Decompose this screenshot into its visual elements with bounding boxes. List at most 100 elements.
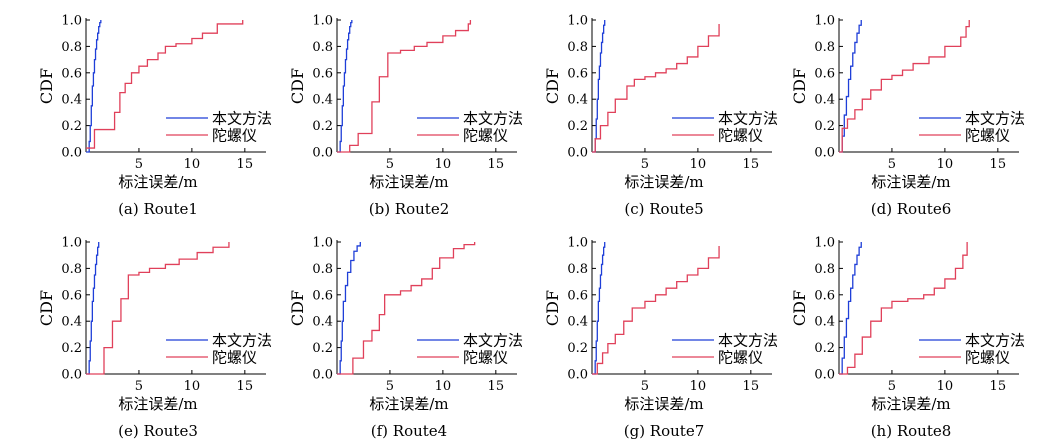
y-tick-label: 0.2: [567, 341, 588, 356]
legend-label-1: 本文方法: [212, 110, 272, 128]
cdf-line-method: [839, 242, 862, 375]
y-axis-label: CDF: [543, 290, 562, 326]
x-tick-label: 10: [435, 157, 452, 172]
y-tick-label: 0.0: [312, 146, 333, 161]
y-tick-label: 0.4: [61, 315, 82, 330]
y-axis-label: CDF: [37, 68, 56, 104]
panel-caption: (e) Route3: [118, 422, 198, 440]
y-tick-label: 0.2: [61, 119, 82, 134]
y-axis-label: CDF: [790, 290, 809, 326]
x-tick-label: 5: [641, 379, 649, 394]
x-tick-label: 15: [743, 157, 760, 172]
legend-label-1: 本文方法: [463, 110, 523, 128]
x-tick-label: 5: [641, 157, 649, 172]
y-tick-label: 0.6: [814, 66, 835, 81]
y-tick-label: 0.6: [61, 66, 82, 81]
y-tick-label: 0.4: [312, 93, 333, 108]
cdf-line-method: [592, 242, 606, 375]
y-tick-label: 0.0: [567, 368, 588, 383]
panel-caption: (h) Route8: [871, 422, 952, 440]
y-tick-label: 0.8: [312, 262, 333, 277]
cdf-line-method: [86, 20, 102, 153]
y-axis-label: CDF: [288, 68, 307, 104]
y-tick-label: 0.8: [567, 262, 588, 277]
y-tick-label: 0.6: [567, 288, 588, 303]
x-tick-label: 15: [743, 379, 760, 394]
y-tick-label: 1.0: [61, 14, 82, 29]
y-tick-label: 0.8: [61, 262, 82, 277]
y-tick-label: 1.0: [312, 14, 333, 29]
cdf-panel-3: 0.0 0.2 0.4 0.6 0.8 1.0 5 10 15 CDF 标注误差/m (c) Rout…: [543, 14, 778, 219]
y-axis-label: CDF: [543, 68, 562, 104]
x-tick-label: 10: [435, 379, 452, 394]
y-tick-label: 0.8: [814, 262, 835, 277]
y-tick-label: 0.4: [567, 315, 588, 330]
legend-label-2: 陀螺仪: [965, 127, 1010, 145]
x-tick-label: 15: [237, 157, 254, 172]
y-tick-label: 0.6: [312, 66, 333, 81]
cdf-line-gyro: [592, 23, 720, 153]
y-tick-label: 0.0: [312, 368, 333, 383]
y-tick-label: 1.0: [567, 236, 588, 251]
cdf-line-gyro: [337, 20, 472, 153]
cdf-line-method: [592, 20, 606, 153]
cdf-line-gyro: [592, 245, 720, 375]
panel-caption: (g) Route7: [624, 422, 705, 440]
y-tick-label: 0.2: [312, 119, 333, 134]
y-tick-label: 0.4: [567, 93, 588, 108]
y-tick-label: 0.0: [61, 146, 82, 161]
cdf-line-gyro: [839, 20, 970, 153]
panel-caption: (c) Route5: [624, 200, 703, 218]
x-axis-label: 标注误差/m: [871, 173, 950, 191]
x-tick-label: 10: [937, 379, 954, 394]
panel-caption: (a) Route1: [118, 200, 198, 218]
x-tick-label: 5: [386, 379, 394, 394]
x-tick-label: 15: [990, 157, 1007, 172]
cdf-panel-2: 0.0 0.2 0.4 0.6 0.8 1.0 5 10 15 CDF 标注误差/m (b) Rout…: [288, 14, 523, 219]
y-tick-label: 1.0: [567, 14, 588, 29]
x-tick-label: 5: [135, 157, 143, 172]
panel-caption: (b) Route2: [369, 200, 450, 218]
cdf-panel-4: 0.0 0.2 0.4 0.6 0.8 1.0 5 10 15 CDF 标注误差/m (d) Rout…: [790, 14, 1025, 219]
cdf-line-method: [839, 20, 862, 153]
legend-label-2: 陀螺仪: [463, 349, 508, 367]
legend-label-1: 本文方法: [718, 332, 778, 350]
cdf-panel-1: 0.0 0.2 0.4 0.6 0.8 1.0 5 10 15 CDF 标注误差/m (a) Rout…: [37, 14, 272, 219]
y-axis-label: CDF: [790, 68, 809, 104]
y-tick-label: 1.0: [814, 236, 835, 251]
y-tick-label: 0.0: [567, 146, 588, 161]
legend-label-1: 本文方法: [965, 110, 1025, 128]
y-tick-label: 1.0: [61, 236, 82, 251]
legend-label-2: 陀螺仪: [965, 349, 1010, 367]
x-tick-label: 15: [488, 157, 505, 172]
x-axis-label: 标注误差/m: [624, 173, 703, 191]
y-tick-label: 0.0: [814, 368, 835, 383]
legend-label-2: 陀螺仪: [718, 127, 763, 145]
x-tick-label: 15: [990, 379, 1007, 394]
x-tick-label: 5: [386, 157, 394, 172]
y-tick-label: 0.4: [814, 93, 835, 108]
cdf-line-gyro: [86, 20, 244, 149]
legend-label-1: 本文方法: [718, 110, 778, 128]
y-tick-label: 0.2: [567, 119, 588, 134]
y-tick-label: 0.8: [61, 40, 82, 55]
x-axis-label: 标注误差/m: [118, 173, 197, 191]
y-tick-label: 0.6: [312, 288, 333, 303]
x-tick-label: 10: [690, 157, 707, 172]
y-tick-label: 1.0: [312, 236, 333, 251]
y-tick-label: 0.6: [567, 66, 588, 81]
y-axis-label: CDF: [37, 290, 56, 326]
cdf-panel-6: 0.0 0.2 0.4 0.6 0.8 1.0 5 10 15 CDF 标注误差/m (f) Rout…: [288, 236, 523, 441]
cdf-panel-7: 0.0 0.2 0.4 0.6 0.8 1.0 5 10 15 CDF 标注误差/m (g) Rout…: [543, 236, 778, 441]
cdf-line-gyro: [337, 242, 476, 375]
x-axis-label: 标注误差/m: [118, 395, 197, 413]
legend-label-2: 陀螺仪: [718, 349, 763, 367]
legend-label-2: 陀螺仪: [463, 127, 508, 145]
panel-caption: (f) Route4: [371, 422, 447, 440]
y-tick-label: 0.2: [814, 341, 835, 356]
x-tick-label: 5: [135, 379, 143, 394]
cdf-line-method: [86, 242, 100, 375]
x-tick-label: 5: [888, 379, 896, 394]
cdf-line-method: [337, 242, 361, 375]
y-tick-label: 0.2: [312, 341, 333, 356]
